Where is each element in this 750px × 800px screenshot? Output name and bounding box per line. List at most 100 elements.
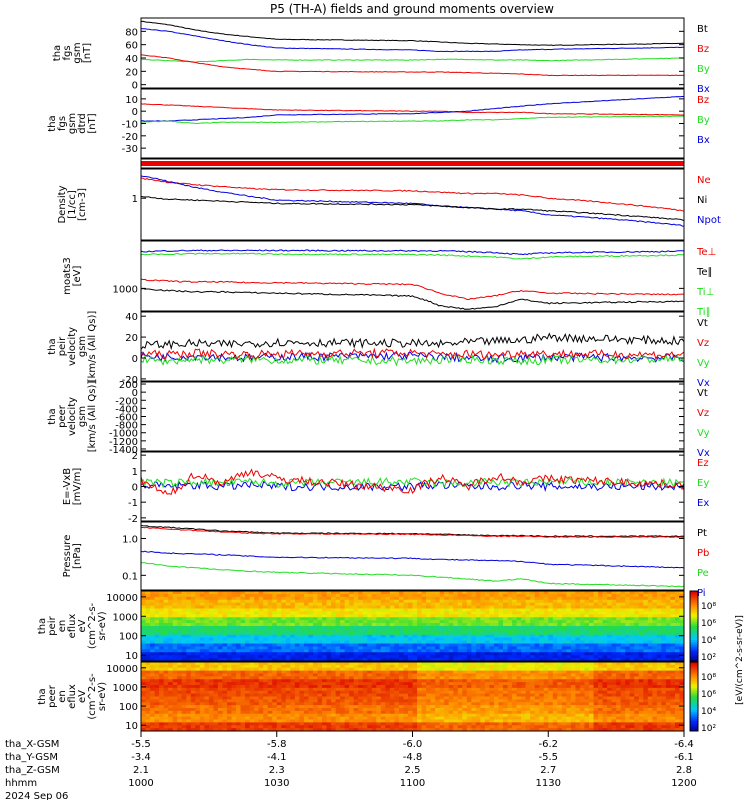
spectrogram-cell (154, 685, 160, 689)
spectrogram-cell (498, 649, 504, 653)
series-Vz (140, 347, 685, 360)
spectrogram-cell (462, 699, 468, 703)
spectrogram-cell (290, 611, 296, 615)
spectrogram-cell (453, 679, 459, 683)
spectrogram-cell (186, 670, 192, 675)
spectrogram-cell (208, 593, 214, 598)
spectrogram-cell (163, 620, 169, 624)
spectrogram-cell (521, 611, 527, 615)
spectrogram-cell (344, 673, 350, 677)
spectrogram-cell (272, 667, 278, 672)
spectrogram-cell (236, 617, 242, 621)
spectrogram-cell (326, 670, 332, 675)
spectrogram-cell (629, 634, 635, 639)
y-tick-label: 40 (125, 54, 138, 65)
spectrogram-cell (611, 643, 617, 647)
spectrogram-cell (661, 623, 667, 627)
spectrogram-cell (236, 631, 242, 636)
spectrogram-cell (539, 614, 545, 618)
spectrogram-cell (371, 591, 377, 595)
spectrogram-cell (389, 670, 395, 675)
spectrogram-cell (267, 690, 273, 695)
spectrogram-cell (530, 687, 536, 692)
spectrogram-cell (471, 673, 477, 677)
spectrogram-cell (475, 614, 481, 618)
spectrogram-cell (389, 626, 395, 630)
spectrogram-cell (593, 664, 599, 669)
spectrogram-cell (398, 634, 404, 639)
spectrogram-cell (367, 705, 373, 709)
spectrogram-cell (159, 623, 165, 627)
spectrogram-cell (611, 693, 617, 698)
spectrogram-cell (539, 637, 545, 642)
spectrogram-cell (285, 602, 291, 607)
spectrogram-cell (656, 652, 662, 656)
spectrogram-cell (208, 631, 214, 636)
spectrogram-cell (154, 596, 160, 601)
spectrogram-cell (679, 596, 685, 601)
spectrogram-cell (349, 685, 355, 689)
spectrogram-cell (539, 599, 545, 604)
spectrogram-cell (231, 617, 237, 621)
spectrogram-cell (539, 640, 545, 644)
spectrogram-cell (457, 643, 463, 647)
spectrogram-cell (285, 690, 291, 695)
spectrogram-cell (376, 667, 382, 672)
spectrogram-cell (394, 637, 400, 642)
spectrogram-cell (380, 623, 386, 627)
spectrogram-cell (665, 679, 671, 683)
spectrogram-cell (466, 699, 472, 703)
spectrogram-cell (656, 673, 662, 677)
spectrogram-cell (249, 611, 255, 615)
spectrogram-cell (521, 685, 527, 689)
spectrogram-cell (421, 690, 427, 695)
spectrogram-cell (656, 626, 662, 630)
spectrogram-cell (430, 699, 436, 703)
spectrogram-cell (647, 591, 653, 595)
spectrogram-cell (493, 631, 499, 636)
spectrogram-cell (312, 705, 318, 709)
spectrogram-cell (407, 658, 414, 662)
spectrogram-cell (195, 611, 201, 615)
spectrogram-cell (444, 643, 450, 647)
spectrogram-cell (317, 664, 323, 669)
panel-frame (140, 158, 685, 169)
spectrogram-cell (335, 662, 341, 666)
y-axis-label: fgs (62, 45, 73, 60)
spectrogram-cell (263, 611, 269, 615)
spectrogram-cell (344, 664, 350, 669)
spectrogram-cell (159, 593, 165, 598)
spectrogram-cell (222, 690, 228, 695)
spectrogram-cell (656, 634, 662, 639)
spectrogram-cell (561, 679, 567, 683)
spectrogram-cell (294, 679, 300, 683)
spectrogram-cell (340, 611, 346, 615)
spectrogram-cell (403, 617, 409, 621)
spectrogram-cell (290, 673, 296, 677)
spectrogram-cell (611, 596, 617, 601)
spectrogram-cell (484, 617, 490, 621)
spectrogram-cell (281, 602, 287, 607)
spectrogram-cell (263, 634, 269, 639)
spectrogram-cell (340, 693, 346, 698)
spectrogram-cell (376, 705, 382, 709)
spectrogram-cell (281, 662, 287, 666)
spectrogram-cell (444, 596, 450, 601)
spectrogram-cell (407, 593, 414, 598)
spectrogram-cell (340, 690, 346, 695)
spectrogram-cell (380, 628, 386, 633)
spectrogram-cell (575, 702, 581, 706)
spectrogram-cell (512, 646, 518, 650)
spectrogram-cell (593, 643, 599, 647)
spectrogram-cell (620, 626, 626, 630)
spectrogram-cell (154, 690, 160, 695)
spectrogram-cell (616, 649, 622, 653)
spectrogram-cell (426, 687, 432, 692)
spectrogram-cell (525, 696, 531, 700)
spectrogram-cell (448, 605, 454, 609)
spectrogram-cell (457, 620, 463, 624)
spectrogram-cell (638, 690, 644, 695)
y-tick-label: 60 (125, 41, 138, 52)
spectrogram-cell (475, 637, 481, 642)
